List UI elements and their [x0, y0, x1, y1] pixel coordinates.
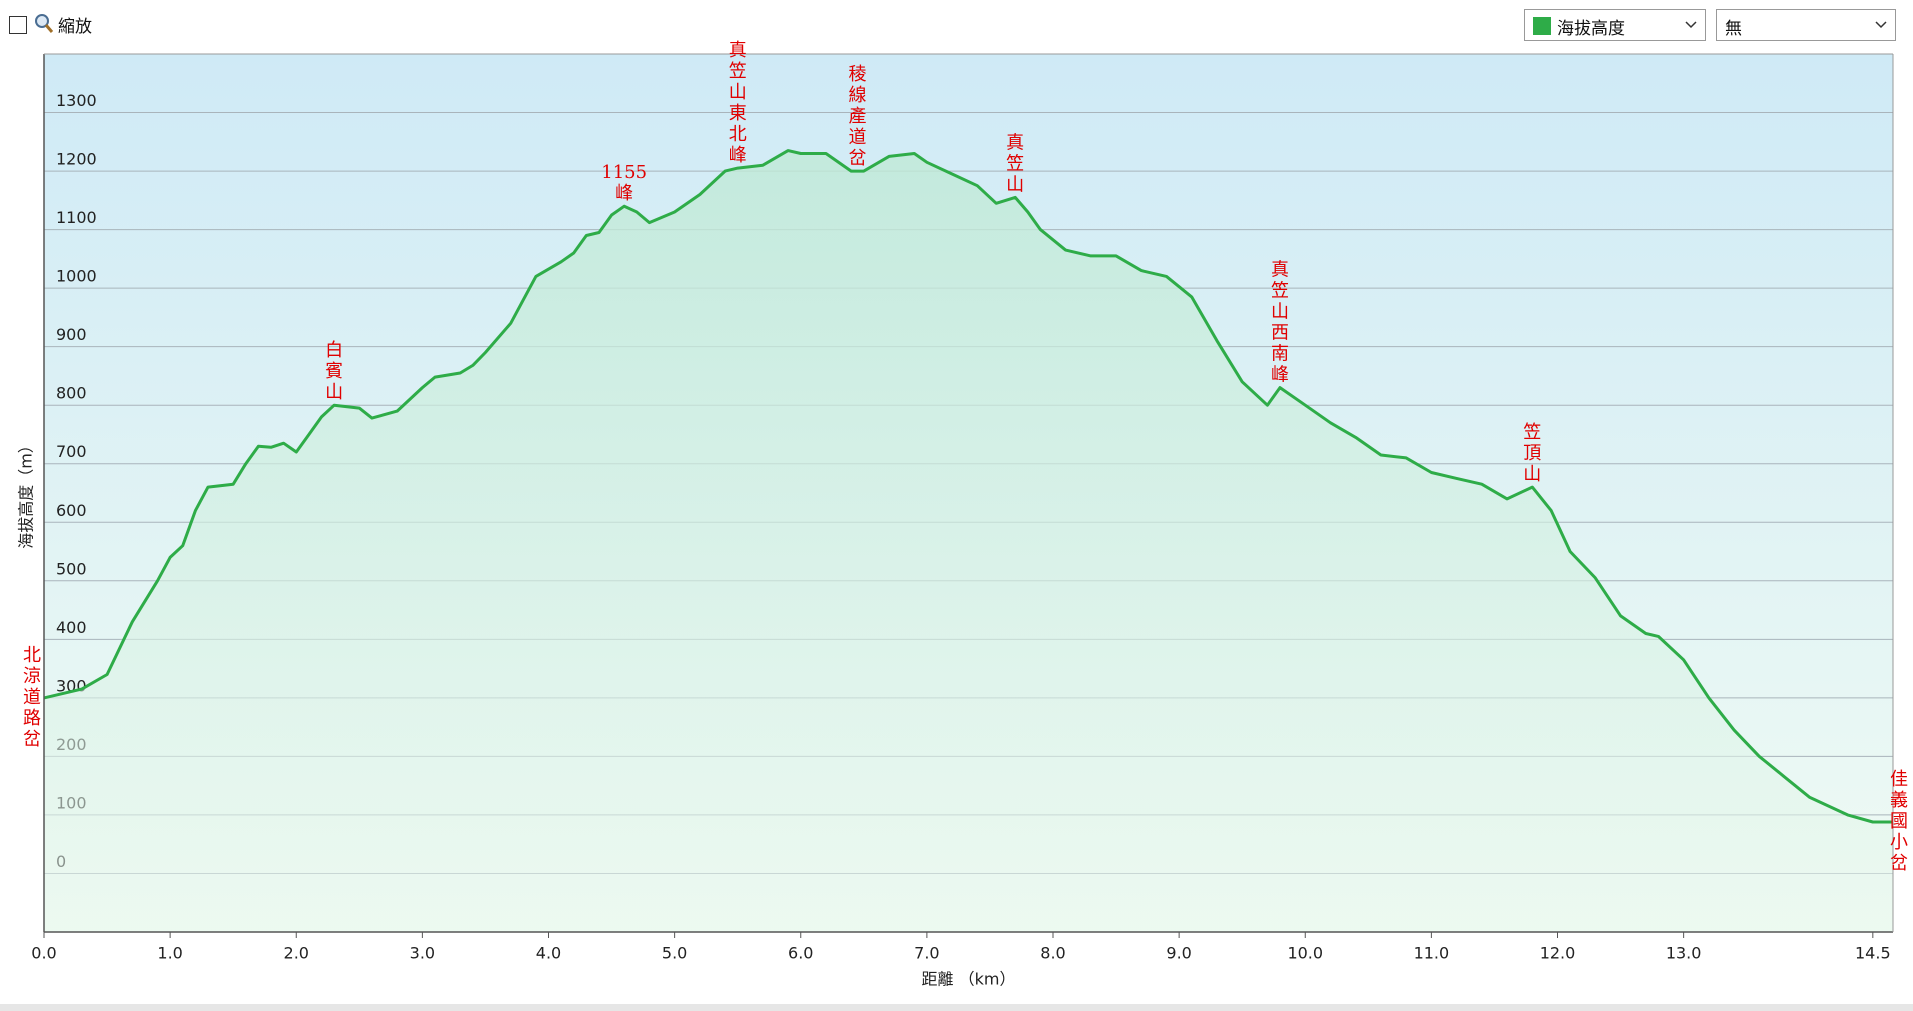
y-tick-label: 1000 — [56, 267, 97, 286]
zoom-label: 縮放 — [58, 17, 92, 37]
bottom-strip — [0, 1004, 1913, 1011]
y-tick-label: 400 — [56, 618, 87, 637]
y-tick-label: 700 — [56, 442, 87, 461]
x-tick-label: 9.0 — [1166, 944, 1191, 963]
second-select-label: 無 — [1725, 19, 1742, 39]
legend-swatch — [1533, 17, 1551, 35]
magnifier-icon — [35, 14, 54, 33]
x-axis-title: 距離 （km） — [922, 970, 1016, 989]
annotation: 稜線產道岔 — [849, 64, 867, 169]
x-tick-label: 2.0 — [284, 944, 309, 963]
y-tick-label: 1100 — [56, 208, 97, 227]
annotation: 白賓山 — [325, 340, 343, 403]
x-tick-label: 11.0 — [1414, 944, 1450, 963]
x-tick-label: 14.5 — [1855, 944, 1891, 963]
zoom-checkbox[interactable] — [9, 16, 27, 34]
dropdown-arrow — [1875, 21, 1887, 29]
series-select[interactable]: 海拔高度 — [1524, 9, 1706, 41]
annotation: 真笠山西南峰 — [1271, 260, 1289, 386]
elevation-line — [43, 149, 1893, 824]
y-tick-label: 900 — [56, 325, 87, 344]
x-tick-label: 0.0 — [31, 944, 56, 963]
x-tick-label: 7.0 — [914, 944, 939, 963]
x-tick-label: 12.0 — [1540, 944, 1576, 963]
x-tick-label: 4.0 — [536, 944, 561, 963]
annotation: 真笠山 — [1006, 132, 1024, 195]
elevation-area — [44, 150, 1893, 933]
x-tick-label: 6.0 — [788, 944, 813, 963]
y-tick-label: 1200 — [56, 150, 97, 169]
x-tick-label: 10.0 — [1287, 944, 1323, 963]
dropdown-arrow — [1685, 21, 1697, 29]
x-tick-label: 13.0 — [1666, 944, 1702, 963]
annotation: 1155 峰 — [601, 162, 647, 204]
x-tick-label: 1.0 — [157, 944, 182, 963]
annotation: 佳義國小岔 — [1890, 769, 1908, 874]
annotation: 北涼道路岔 — [23, 645, 41, 750]
legend-label: 海拔高度 — [1557, 19, 1625, 39]
x-tick-label: 3.0 — [410, 944, 435, 963]
y-tick-label: 1300 — [56, 91, 97, 110]
second-select[interactable]: 無 — [1716, 9, 1896, 41]
annotation: 真笠山東北峰 — [729, 40, 747, 166]
x-tick-label: 5.0 — [662, 944, 687, 963]
annotation: 笠頂山 — [1523, 422, 1541, 485]
y-tick-label: 500 — [56, 559, 87, 578]
y-tick-label: 600 — [56, 501, 87, 520]
toolbar: 縮放 海拔高度 無 — [0, 0, 1913, 50]
x-tick-label: 8.0 — [1040, 944, 1065, 963]
y-axis-title: 海拔高度（m） — [17, 437, 36, 549]
y-tick-label: 800 — [56, 384, 87, 403]
